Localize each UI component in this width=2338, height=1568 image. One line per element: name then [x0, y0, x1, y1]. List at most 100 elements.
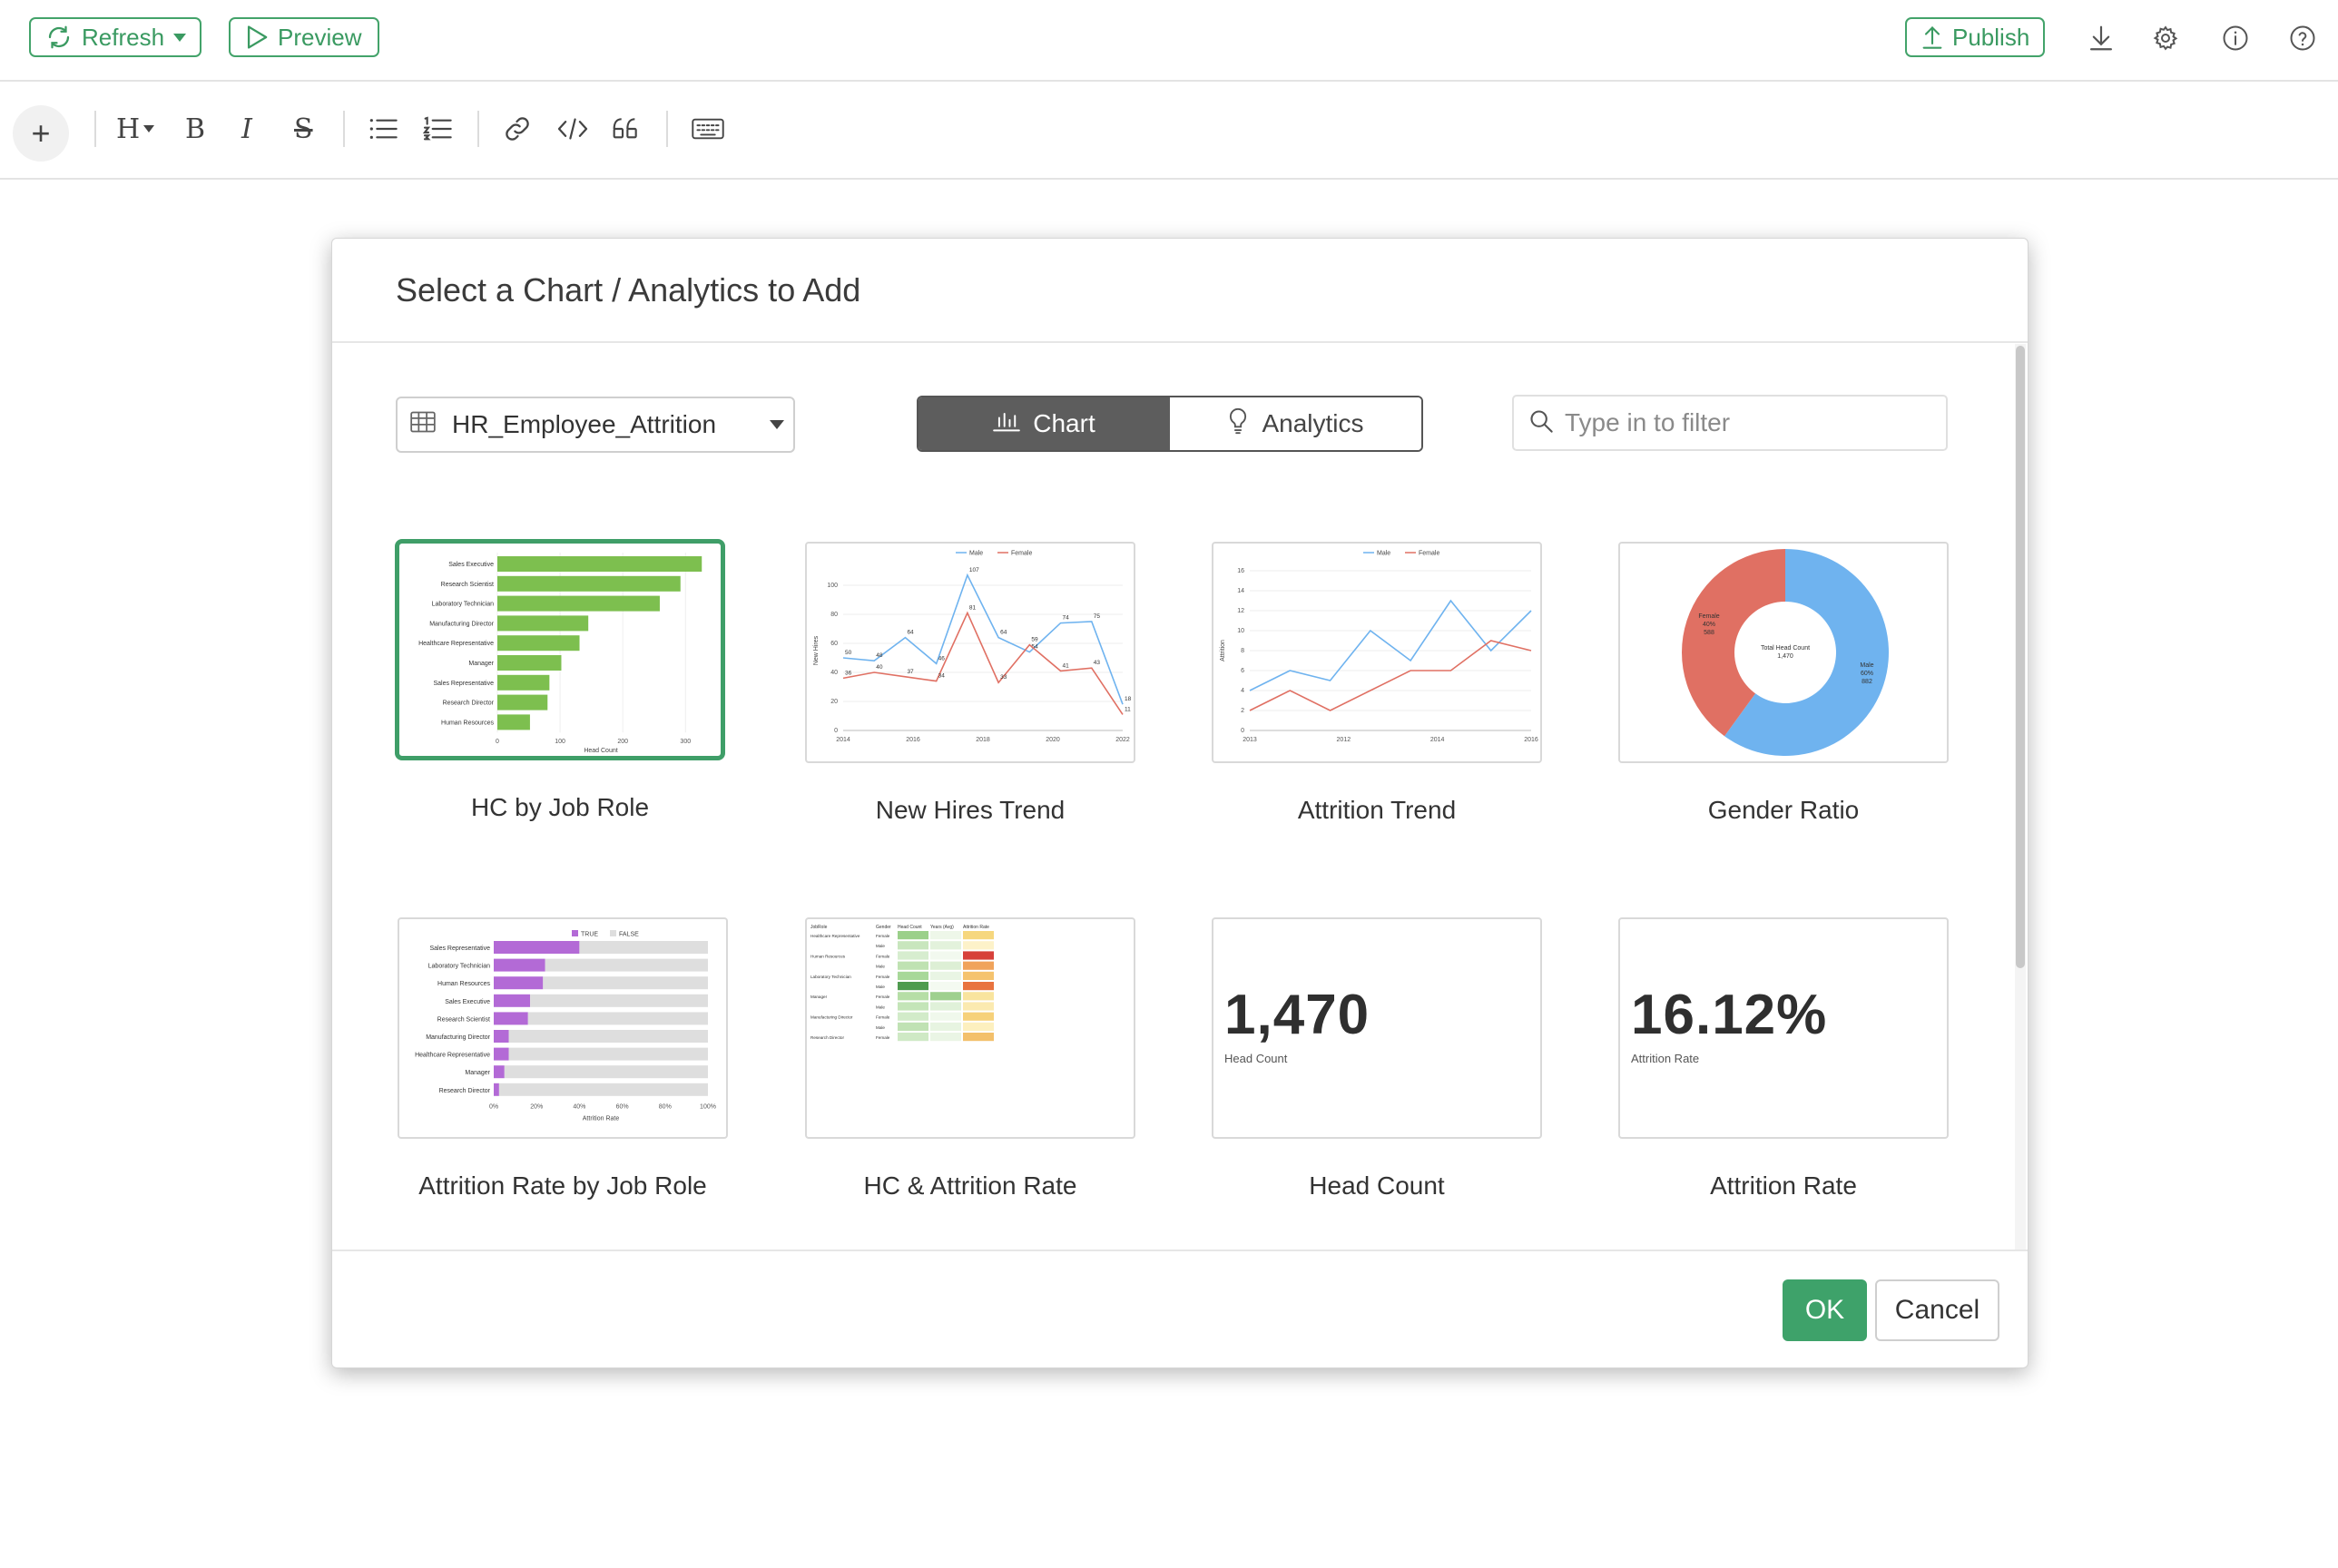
axis-label: New Hires	[813, 635, 820, 665]
row-header: Laboratory Technician	[810, 975, 851, 979]
quote-icon[interactable]	[612, 113, 641, 145]
filter-input[interactable]	[1563, 407, 1930, 438]
bar-false	[530, 994, 708, 1007]
chart-thumbnail[interactable]: JobRole Gender Head Count Years (Avg) Attrit…	[805, 917, 1135, 1139]
gear-icon[interactable]	[2149, 22, 2182, 54]
slice-label: Male	[1860, 662, 1873, 669]
publish-button[interactable]: Publish	[1905, 17, 2045, 57]
download-icon[interactable]	[2085, 22, 2117, 54]
kpi-label: Head Count	[1224, 1052, 1288, 1065]
category-label: Human Resources	[441, 720, 494, 726]
code-icon[interactable]	[557, 113, 588, 145]
ok-button[interactable]: OK	[1783, 1279, 1867, 1341]
refresh-button[interactable]: Refresh	[29, 17, 201, 57]
tick-label: 40%	[573, 1103, 585, 1110]
upload-icon	[1921, 24, 1943, 50]
row-subheader: Male	[876, 1004, 885, 1009]
filter-input-wrapper	[1512, 395, 1948, 451]
chart-picker-dialog: Select a Chart / Analytics to Add HR_Emp…	[331, 238, 2029, 1368]
cancel-button[interactable]: Cancel	[1875, 1279, 1999, 1341]
chart-thumbnail[interactable]: 0 100 200 300 Sales Executive Research Scient…	[395, 539, 725, 760]
heading-label: H	[116, 113, 141, 145]
table-cell	[963, 1012, 994, 1021]
category-label: Research Director	[443, 701, 495, 707]
refresh-icon	[45, 24, 73, 51]
data-label: 46	[938, 655, 946, 662]
tick-label: 2016	[1524, 737, 1538, 743]
tick-label: 80	[830, 612, 838, 618]
chevron-down-icon	[143, 125, 155, 132]
tick-label: 2013	[1243, 737, 1257, 743]
table-cell	[930, 1033, 961, 1042]
category-label: Manager	[468, 661, 494, 667]
category-label: Manufacturing Director	[426, 1034, 490, 1041]
numbered-list-icon[interactable]	[423, 113, 452, 145]
tab-chart[interactable]: Chart	[918, 397, 1170, 450]
table-cell	[898, 971, 928, 980]
row-subheader: Female	[876, 934, 890, 938]
tick-label: 10	[1237, 628, 1244, 634]
tick-label: 8	[1241, 648, 1244, 654]
category-label: Research Scientist	[437, 1016, 490, 1023]
tab-chart-label: Chart	[1033, 409, 1095, 437]
toolbar-divider	[666, 111, 668, 147]
bold-icon[interactable]: B	[185, 113, 205, 145]
chart-thumbnail[interactable]: TRUE FALSE Sales Representative Laboratory …	[398, 917, 728, 1139]
category-label: Sales Executive	[445, 999, 490, 1005]
column-header: Head Count	[898, 925, 922, 930]
category-label: Sales Executive	[448, 562, 494, 568]
chart-thumbnail[interactable]: 16.12% Attrition Rate	[1618, 917, 1949, 1139]
data-label: 41	[1063, 662, 1070, 669]
toolbar-divider	[94, 111, 96, 147]
chart-thumbnail[interactable]: 1,470 Head Count	[1212, 917, 1542, 1139]
tick-label: 2014	[1430, 737, 1445, 743]
tick-label: 100	[555, 739, 565, 745]
tick-label: 300	[680, 739, 691, 745]
tick-label: 2018	[976, 737, 990, 743]
link-icon[interactable]	[503, 113, 532, 145]
table-cell	[963, 951, 994, 960]
keyboard-icon[interactable]	[692, 113, 724, 145]
chart-thumbnail[interactable]: 0 20 40 60 80 100 2014 2016 2018 2020 2022 New Hire…	[805, 542, 1135, 763]
slice-label: 882	[1862, 679, 1872, 685]
toolbar-divider	[343, 111, 345, 147]
help-icon[interactable]	[2286, 22, 2319, 54]
tab-analytics-label: Analytics	[1262, 409, 1364, 437]
plus-icon[interactable]: +	[13, 105, 69, 162]
table-icon	[410, 410, 436, 439]
data-label: 64	[907, 630, 914, 636]
table-cell	[898, 992, 928, 1001]
table-cell	[963, 982, 994, 991]
tick-label: 16	[1237, 568, 1244, 574]
data-label: 74	[1063, 615, 1070, 622]
publish-label: Publish	[1952, 23, 2030, 51]
table-cell	[963, 1002, 994, 1011]
table-cell	[898, 941, 928, 950]
chart-thumbnail[interactable]: Total Head Count 1,470 Male 60% 882 Female 40%…	[1618, 542, 1949, 763]
column-header: Attrition Rate	[963, 925, 989, 930]
preview-button[interactable]: Preview	[229, 17, 379, 57]
legend-label: Male	[1377, 551, 1390, 557]
column-header: JobRole	[810, 925, 828, 930]
row-subheader: Female	[876, 975, 890, 979]
axis-label: Attrition	[1220, 640, 1226, 662]
tick-label: 100	[827, 583, 838, 589]
tick-label: 0	[496, 739, 499, 745]
category-label: Manager	[465, 1070, 490, 1076]
table-cell	[930, 1022, 961, 1031]
dataset-select[interactable]: HR_Employee_Attrition	[396, 397, 795, 453]
tick-label: 0	[834, 728, 838, 734]
row-subheader: Female	[876, 954, 890, 958]
editor-toolbar	[0, 82, 2338, 180]
table-cell	[963, 961, 994, 970]
table-cell	[930, 941, 961, 950]
chart-thumbnail[interactable]: 0 2 4 6 8 10 12 14 16 2013 2012 2014 2016 Attrition Ma…	[1212, 542, 1542, 763]
table-cell	[898, 1033, 928, 1042]
tab-analytics[interactable]: Analytics	[1170, 397, 1421, 450]
scrollbar-thumb[interactable]	[2016, 346, 2025, 968]
heading-icon[interactable]: H	[116, 113, 155, 145]
info-icon[interactable]	[2219, 22, 2252, 54]
bullet-list-icon[interactable]	[368, 113, 398, 145]
italic-icon[interactable]: I	[241, 113, 252, 145]
strikethrough-icon[interactable]: S	[294, 113, 313, 145]
